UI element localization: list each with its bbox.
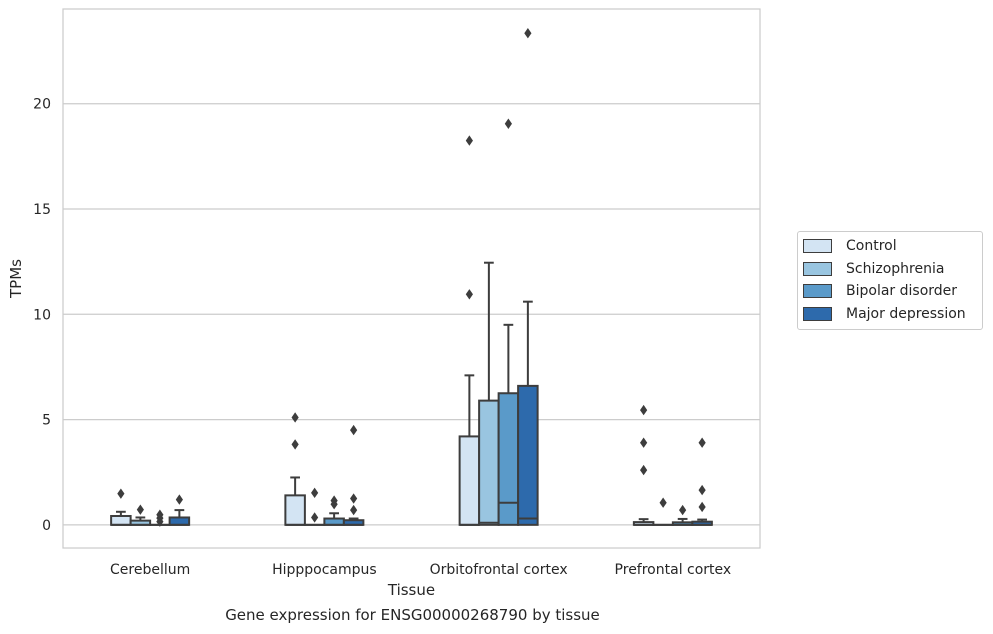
legend-label: Schizophrenia: [846, 260, 945, 277]
box-0-3: [168, 494, 191, 526]
x-tick-label: Cerebellum: [110, 562, 190, 578]
legend-item: Major depression: [798, 303, 982, 326]
box-0-2: [149, 509, 171, 527]
box-body: [458, 435, 481, 526]
legend-swatch: [803, 261, 832, 276]
x-tick-label: Prefrontal cortex: [615, 562, 732, 578]
outlier-point: [465, 289, 473, 300]
box-3-1: [652, 497, 674, 526]
outlier-point: [640, 464, 648, 476]
y-tick-label: 20: [33, 97, 51, 113]
outlier-point: [291, 412, 299, 423]
outlier-point: [524, 28, 532, 39]
outlier-point: [350, 493, 358, 504]
x-axis-label: Tissue: [387, 581, 435, 599]
legend-swatch: [803, 306, 832, 321]
outlier-point: [698, 437, 706, 448]
outlier-point: [698, 484, 706, 496]
chart-caption: Gene expression for ENSG00000268790 by t…: [225, 606, 600, 624]
outlier-point: [311, 487, 319, 499]
legend-item: Control: [798, 235, 982, 258]
legend-label: Bipolar disorder: [846, 283, 958, 300]
y-tick-label: 5: [42, 413, 51, 429]
plot-frame: [62, 8, 761, 549]
box-3-0: [632, 404, 655, 526]
box-1-3: [342, 424, 365, 526]
legend-swatch: [803, 239, 832, 254]
box-2-2: [497, 118, 520, 526]
outlier-point: [698, 501, 706, 513]
box-series: [110, 28, 713, 527]
y-axis-label: TPMs: [7, 259, 25, 299]
box-body: [497, 392, 520, 526]
box-body: [284, 494, 306, 526]
outlier-point: [175, 494, 183, 505]
outlier-point: [465, 135, 473, 146]
x-tick-label: Orbitofrontal cortex: [430, 562, 568, 578]
y-tick-label: 15: [33, 202, 51, 218]
outlier-point: [311, 512, 319, 523]
legend-swatch: [803, 284, 832, 299]
legend-item: Bipolar disorder: [798, 280, 982, 303]
outlier-point: [117, 488, 125, 499]
y-tick-label: 0: [42, 518, 51, 534]
outlier-point: [504, 118, 512, 129]
box-1-0: [284, 412, 306, 526]
outlier-point: [679, 504, 687, 516]
box-0-1: [129, 504, 152, 526]
x-tick-label: Hipppocampus: [272, 562, 377, 578]
outlier-point: [350, 424, 358, 436]
box-3-2: [671, 504, 694, 526]
box-2-1: [478, 261, 500, 526]
legend: Control Schizophrenia Bipolar disorder Majo…: [797, 231, 983, 330]
outlier-point: [659, 497, 667, 508]
outlier-point: [291, 439, 299, 450]
legend-label: Major depression: [846, 305, 966, 322]
box-body: [517, 384, 539, 526]
outlier-point: [136, 504, 144, 515]
box-3-3: [691, 437, 713, 526]
legend-label: Control: [846, 238, 897, 255]
box-1-2: [323, 495, 345, 526]
box-2-3: [517, 28, 539, 526]
box-2-0: [458, 135, 481, 526]
box-body: [110, 514, 132, 526]
box-1-1: [303, 487, 326, 526]
legend-item: Schizophrenia: [798, 258, 982, 281]
box-body: [168, 516, 191, 526]
outlier-point: [350, 504, 358, 516]
outlier-point: [640, 437, 648, 448]
outlier-point: [640, 404, 648, 416]
outlier-point: [156, 509, 164, 520]
box-0-0: [110, 488, 132, 526]
outlier-point: [330, 495, 338, 506]
box-body: [478, 399, 500, 526]
gridlines: [63, 103, 760, 526]
x-tick-labels: Cerebellum Hipppocampus Orbitofrontal cort…: [110, 562, 731, 578]
y-tick-label: 10: [33, 307, 51, 323]
y-tick-labels: 0 5 10 15 20: [33, 97, 51, 534]
